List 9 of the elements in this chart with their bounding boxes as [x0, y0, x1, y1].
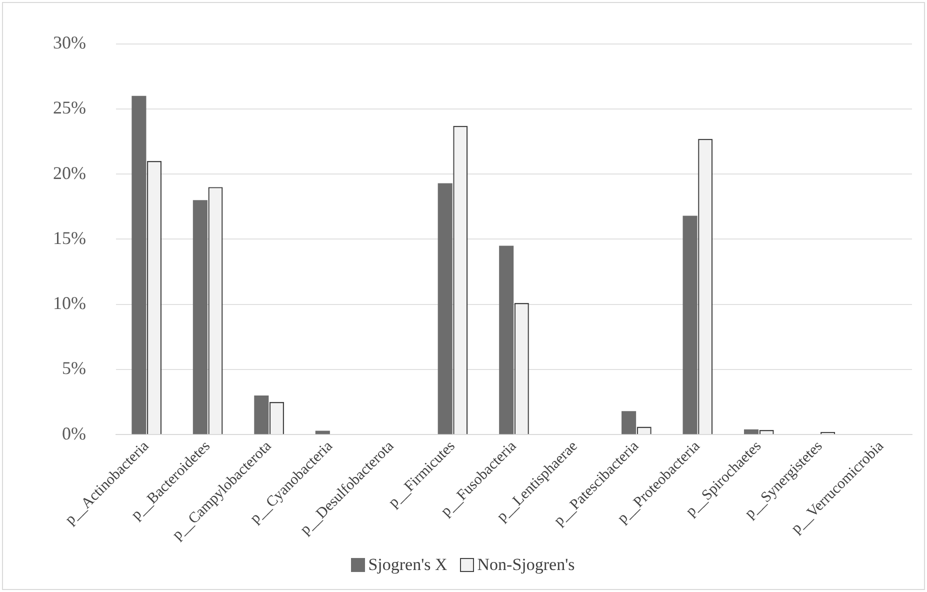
y-tick-label: 25% [52, 98, 86, 118]
y-tick-label: 20% [52, 162, 86, 183]
y-tick-label: 0% [62, 423, 86, 444]
y-tick-label: 15% [52, 228, 86, 248]
y-tick-label: 30% [52, 32, 86, 53]
legend-label: Sjogren's X [368, 555, 448, 575]
legend-label: Non-Sjogren's [477, 555, 575, 575]
y-tick-label: 10% [52, 293, 86, 314]
y-tick-label: 5% [62, 358, 86, 378]
